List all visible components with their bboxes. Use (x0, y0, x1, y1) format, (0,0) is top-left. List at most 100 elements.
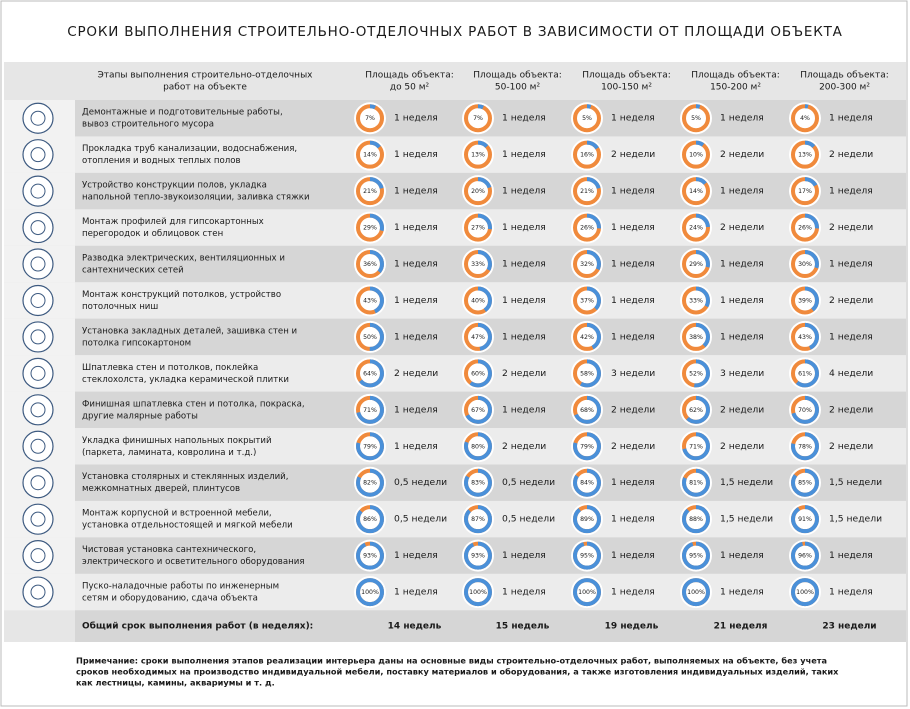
note: Примечание: сроки выполнения этапов реал… (76, 656, 827, 666)
icon (22, 394, 54, 426)
percent-label: 29% (689, 261, 703, 268)
percent-label: 7% (365, 115, 375, 122)
donut-share (464, 432, 492, 461)
donut-share (356, 322, 384, 351)
duration: 1 неделя (611, 550, 655, 561)
percent-label: 100% (796, 589, 814, 596)
duration: 3 недели (720, 368, 764, 379)
duration: 1 неделя (611, 259, 655, 270)
duration: 1 неделя (502, 259, 546, 270)
duration: 1 неделя (829, 259, 873, 270)
percent-label: 43% (798, 334, 812, 341)
percent-label: 70% (798, 407, 812, 414)
duration: 1 неделя (502, 186, 546, 197)
percent-label: 38% (689, 334, 703, 341)
percent-label: 62% (689, 407, 703, 414)
duration: 1 неделя (502, 149, 546, 160)
percent-label: 95% (580, 553, 594, 560)
stage: Прокладка труб канализации, водоснабжени… (82, 144, 297, 154)
donut-share (682, 286, 710, 315)
percent-label: 91% (798, 516, 812, 523)
total-label: Общий срок выполнения работ (в неделях): (82, 621, 313, 632)
duration: 1 неделя (611, 295, 655, 306)
donut-share (464, 177, 492, 206)
percent-label: 79% (580, 443, 594, 450)
stage: Шпатлевка стен и потолков, поклейка (82, 363, 258, 373)
percent-label: 95% (689, 553, 703, 560)
duration: 1 неделя (720, 113, 764, 124)
stage: Монтаж профилей для гипсокартонных (82, 217, 264, 227)
donut-share (573, 468, 601, 497)
stage: Демонтажные и подготовительные работы, (82, 108, 283, 118)
duration: 2 недели (720, 222, 764, 233)
duration: 1 неделя (720, 186, 764, 197)
percent-label: 100% (687, 589, 705, 596)
icon-inner (30, 438, 46, 454)
donut-share (682, 177, 710, 206)
percent-label: 64% (363, 370, 377, 377)
duration: 1 неделя (502, 404, 546, 415)
icon (22, 248, 54, 280)
stage: Разводка электрических, вентиляционных и (82, 254, 285, 264)
percent-label: 61% (798, 370, 812, 377)
percent-label: 30% (798, 261, 812, 268)
percent-label: 86% (363, 516, 377, 523)
stage: сетям и оборудованию, сдача объекта (82, 594, 258, 604)
donut-share (682, 505, 710, 534)
percent-label: 84% (580, 480, 594, 487)
header-cell: Этапы выполнения строительно-отделочных (97, 71, 313, 81)
stage: Финишная шпатлевка стен и потолка, покра… (82, 399, 305, 409)
donut-share (573, 395, 601, 424)
duration: 1 неделя (720, 331, 764, 342)
duration: 1 неделя (829, 550, 873, 561)
header-cell: работ на объекте (163, 83, 247, 93)
stage: Чистовая установка сантехнического, (82, 545, 256, 555)
donut-share (573, 177, 601, 206)
percent-label: 78% (798, 443, 812, 450)
duration: 1 неделя (502, 295, 546, 306)
duration: 1 неделя (829, 331, 873, 342)
icon-inner (30, 584, 46, 600)
icon-inner (30, 475, 46, 491)
percent-label: 10% (689, 152, 703, 159)
duration: 2 недели (502, 441, 546, 452)
duration: 1 неделя (611, 331, 655, 342)
duration: 1,5 недели (720, 514, 773, 525)
donut-share (573, 359, 601, 388)
icon (22, 467, 54, 499)
duration: 0,5 недели (502, 514, 555, 525)
percent-label: 37% (580, 297, 594, 304)
total-value: 14 недель (388, 622, 442, 632)
percent-label: 7% (473, 115, 483, 122)
duration: 2 недели (502, 368, 546, 379)
percent-label: 88% (689, 516, 703, 523)
donut-share (356, 177, 384, 206)
percent-label: 33% (689, 297, 703, 304)
duration: 1 неделя (394, 331, 438, 342)
donut-share (573, 250, 601, 279)
icon-inner (30, 110, 46, 126)
percent-label: 96% (798, 553, 812, 560)
percent-label: 32% (580, 261, 594, 268)
icon (22, 357, 54, 389)
header-cell: до 50 м² (390, 83, 430, 93)
icon (22, 175, 54, 207)
icon-inner (30, 365, 46, 381)
donut-share (573, 322, 601, 351)
duration: 1 неделя (829, 587, 873, 598)
duration: 1 неделя (502, 587, 546, 598)
donut-share (464, 578, 492, 607)
icon (22, 284, 54, 317)
table: Этапы выполнения строительно-отделочных р… (4, 71, 906, 642)
donut-share (682, 432, 710, 461)
duration: 2 недели (829, 404, 873, 415)
donut-share (791, 578, 819, 607)
duration: 1,5 недели (829, 514, 882, 525)
duration: 1 неделя (394, 186, 438, 197)
percent-label: 26% (798, 225, 812, 232)
icon-inner (30, 292, 46, 308)
donut-share (464, 250, 492, 279)
donut-share (464, 395, 492, 424)
header-cell: Площадь объекта: (473, 71, 562, 81)
